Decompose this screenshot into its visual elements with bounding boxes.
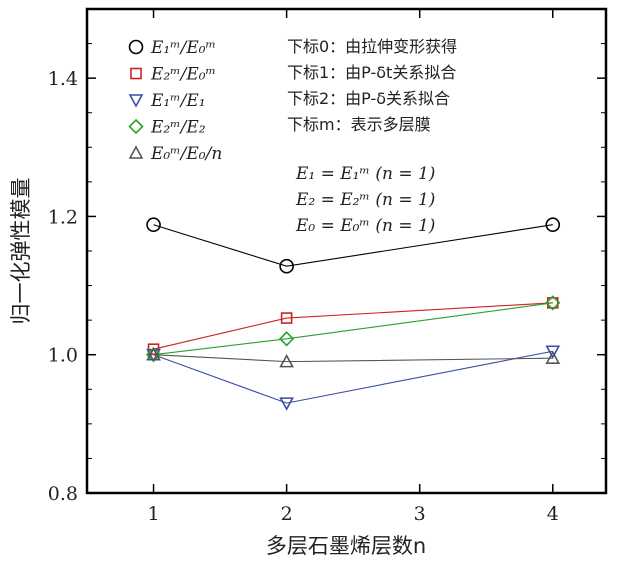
legend-marker-2 xyxy=(130,67,142,80)
data-point-series-3 xyxy=(279,397,294,411)
legend-label-2: E₂ᵐ/E₀ᵐ xyxy=(150,65,216,85)
data-point-series-1 xyxy=(146,217,161,233)
equation-line-2: E₂ = E₂ᵐ (n = 1) xyxy=(295,190,435,210)
data-point-series-2 xyxy=(280,312,293,324)
series-markers xyxy=(145,217,561,411)
legend-marker-4 xyxy=(128,118,144,135)
legend-marker-5 xyxy=(128,145,144,159)
legend-label-5: E₀ᵐ/E₀/n xyxy=(150,144,222,164)
x-tick-label: 2 xyxy=(281,503,293,525)
series-line-2 xyxy=(153,302,553,350)
y-tick-label: 1.0 xyxy=(48,345,78,367)
note-line-3: 下标2：由P-δ关系拟合 xyxy=(287,89,450,108)
legend-marker-3 xyxy=(128,94,144,108)
series-lines xyxy=(153,224,553,404)
equation-line-1: E₁ = E₁ᵐ (n = 1) xyxy=(295,164,435,184)
legend-marker-1 xyxy=(128,39,144,55)
data-point-series-5 xyxy=(146,347,161,361)
series-line-5 xyxy=(153,354,553,363)
y-tick-label: 1.4 xyxy=(48,68,78,90)
legend-label-1: E₁ᵐ/E₀ᵐ xyxy=(150,38,216,58)
note-line-4: 下标m：表示多层膜 xyxy=(287,115,431,134)
legend-label-4: E₂ᵐ/E₂ xyxy=(150,118,206,138)
equation-line-3: E₀ = E₀ᵐ (n = 1) xyxy=(295,216,435,236)
legend-label-3: E₁ᵐ/E₁ xyxy=(150,91,206,111)
y-tick-label: 1.2 xyxy=(48,206,78,228)
annotation-notes: 下标0：由拉伸变形获得下标1：由P-δt关系拟合下标2：由P-δ关系拟合下标m：… xyxy=(287,37,457,134)
annotation-equations: E₁ = E₁ᵐ (n = 1) E₂ = E₂ᵐ (n = 1) E₀ = E₀ᵐ… xyxy=(295,164,435,236)
data-point-series-4 xyxy=(145,347,162,363)
data-point-series-5 xyxy=(545,350,561,364)
y-tick-label: 0.8 xyxy=(48,483,78,505)
data-point-series-4 xyxy=(545,295,561,311)
note-line-2: 下标1：由P-δt关系拟合 xyxy=(287,63,456,82)
data-point-series-4 xyxy=(278,331,295,347)
series-line-1 xyxy=(153,224,553,267)
axis-ticks: 1 2 3 4 0.8 1.0 1.2 1.4 xyxy=(48,9,606,525)
y-axis-title: 归一化弹性模量 xyxy=(9,178,33,325)
data-point-series-5 xyxy=(279,353,294,368)
legend: E₁ᵐ/E₀ᵐ E₂ᵐ/E₀ᵐ E₁ᵐ/E₁ E₂ᵐ/E₂ E₀ᵐ/E₀/n xyxy=(128,38,222,164)
series-line-3 xyxy=(153,350,553,404)
data-point-series-2 xyxy=(546,297,559,309)
x-tick-label: 1 xyxy=(147,503,159,525)
note-line-1: 下标0：由拉伸变形获得 xyxy=(287,37,457,56)
data-point-series-1 xyxy=(279,258,294,274)
x-axis-title: 多层石墨烯层数n xyxy=(266,534,426,558)
data-point-series-3 xyxy=(545,345,561,359)
data-point-series-1 xyxy=(545,217,561,233)
x-tick-label: 3 xyxy=(414,503,426,525)
series-line-4 xyxy=(153,302,553,356)
x-tick-label: 4 xyxy=(547,503,559,525)
